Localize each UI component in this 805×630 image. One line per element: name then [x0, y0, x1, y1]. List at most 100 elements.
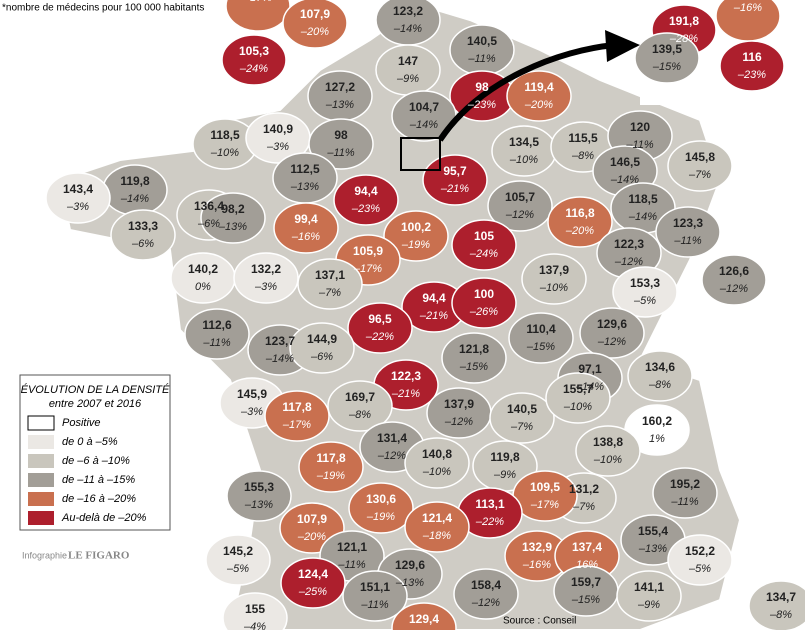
department — [347, 302, 413, 354]
department — [453, 568, 519, 620]
density-value: 110,4 — [526, 322, 556, 336]
density-change: –7% — [318, 287, 341, 299]
density-value: 119,8 — [120, 174, 150, 188]
density-value: 104,7 — [409, 100, 439, 114]
density-change: –10% — [210, 147, 239, 159]
density-change: –6% — [131, 238, 154, 250]
density-change: –14% — [628, 211, 657, 223]
department — [491, 125, 557, 177]
legend-swatch — [28, 492, 54, 506]
density-value: 136,4 — [194, 199, 224, 213]
density-value: 121,4 — [422, 511, 452, 525]
density-value: 98 — [475, 80, 489, 94]
density-value: 152,2 — [685, 544, 715, 558]
density-value: 118,5 — [628, 192, 658, 206]
density-change: –5% — [226, 563, 249, 575]
density-change: –17% — [243, 0, 272, 4]
density-value: 95,7 — [443, 164, 467, 178]
legend-label: Au-delà de –20% — [61, 512, 147, 524]
density-value: 147 — [398, 54, 418, 68]
density-change: –3% — [266, 141, 289, 153]
density-change: –12% — [471, 597, 500, 609]
department — [612, 266, 678, 318]
legend-label: de 0 à –5% — [62, 436, 118, 448]
density-value: 132,9 — [522, 540, 552, 554]
density-change: –10% — [593, 454, 622, 466]
department — [719, 40, 785, 92]
department — [289, 322, 355, 374]
density-value: 100,2 — [401, 220, 431, 234]
density-value: 105 — [474, 229, 494, 243]
density-change: –3% — [254, 281, 277, 293]
density-value: 109,5 — [530, 480, 560, 494]
density-change: –23% — [737, 69, 766, 81]
department — [273, 202, 339, 254]
density-value: 159,7 — [571, 575, 601, 589]
department — [272, 152, 338, 204]
density-change: –13% — [325, 99, 354, 111]
density-value: 115,5 — [568, 131, 598, 145]
department — [667, 534, 733, 586]
department — [383, 210, 449, 262]
density-change: –8% — [348, 409, 371, 421]
density-change: –24% — [239, 63, 268, 75]
density-change: –10% — [563, 401, 592, 413]
legend-label: de –11 à –15% — [62, 474, 135, 486]
density-value: 140,9 — [263, 122, 293, 136]
density-change: –20% — [297, 531, 326, 543]
density-change: –12% — [377, 450, 406, 462]
density-value: 97,1 — [578, 362, 602, 376]
credit: Infographie — [22, 550, 67, 560]
density-value: 145,2 — [223, 544, 253, 558]
density-value: 117,8 — [282, 400, 312, 414]
department — [441, 332, 507, 384]
density-value: 112,5 — [290, 162, 320, 176]
density-change: –11% — [467, 53, 496, 65]
density-value: 140,8 — [422, 447, 452, 461]
department — [348, 482, 414, 534]
density-change: 1% — [649, 433, 665, 445]
department — [521, 253, 587, 305]
legend-swatch — [28, 435, 54, 449]
density-change: –15% — [459, 361, 488, 373]
density-value: 129,4 — [409, 612, 439, 626]
density-change: –9% — [396, 73, 419, 85]
department — [45, 172, 111, 224]
density-value: 158,4 — [471, 578, 501, 592]
density-change: –5% — [688, 563, 711, 575]
density-change: –13% — [395, 577, 424, 589]
density-change: –14% — [120, 193, 149, 205]
department — [264, 390, 330, 442]
density-change: –11% — [360, 599, 389, 611]
density-change: –12% — [505, 209, 534, 221]
density-change: –3% — [240, 406, 263, 418]
density-change: –15% — [526, 341, 555, 353]
department — [506, 70, 572, 122]
zoom-arrow — [437, 42, 616, 142]
density-change: –20% — [565, 225, 594, 237]
density-change: –21% — [419, 310, 448, 322]
density-value: 131,2 — [569, 482, 599, 496]
density-value: 137,1 — [315, 268, 345, 282]
density-value: 96,5 — [368, 312, 392, 326]
density-value: 98 — [334, 128, 348, 142]
department — [307, 70, 373, 122]
department — [575, 425, 641, 477]
density-value: 126,6 — [719, 264, 749, 278]
density-value: 143,4 — [63, 182, 93, 196]
density-change: –4% — [243, 621, 266, 630]
density-value: 94,4 — [354, 184, 378, 198]
density-value: 155 — [245, 602, 265, 616]
density-value: 105,7 — [505, 190, 535, 204]
legend-label: de –6 à –10% — [62, 455, 130, 467]
density-change: –20% — [524, 99, 553, 111]
brand: LE FIGARO — [68, 550, 130, 562]
density-change: –9% — [637, 599, 660, 611]
density-value: 123,2 — [393, 4, 423, 18]
density-change: –16% — [291, 231, 320, 243]
density-value: 145,9 — [237, 387, 267, 401]
density-value: 151,1 — [360, 580, 390, 594]
department — [225, 0, 291, 32]
density-value: 134,6 — [645, 360, 675, 374]
department — [221, 34, 287, 86]
